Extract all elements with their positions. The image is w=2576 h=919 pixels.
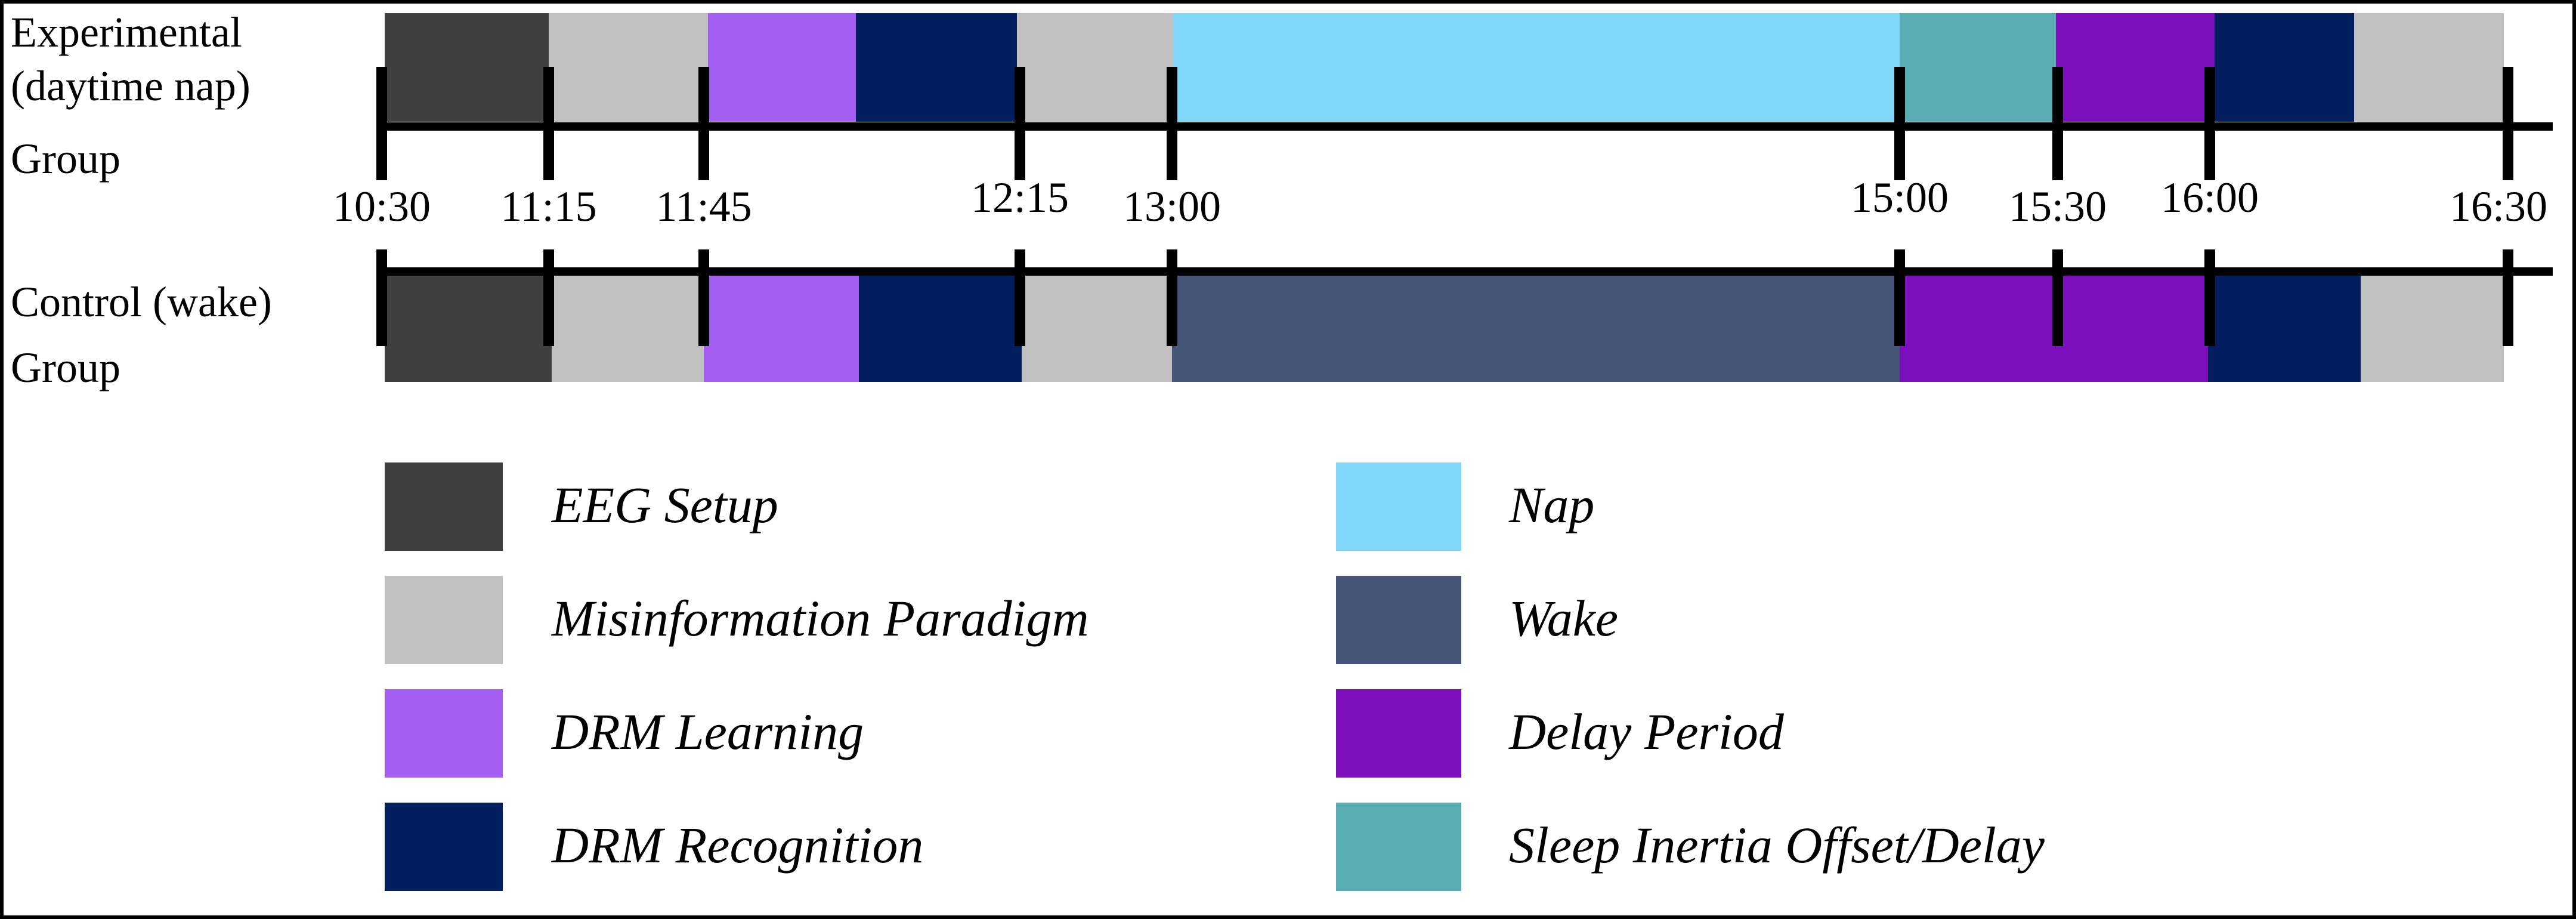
control-group-timeline [385, 276, 2504, 382]
experimental-group-label-line-1: Experimental [11, 8, 242, 56]
time-tick-label: 15:30 [2009, 183, 2107, 230]
time-tick-label: 16:00 [2161, 174, 2259, 221]
time-ticks [376, 67, 2513, 346]
time-tick-label: 16:30 [2450, 183, 2547, 230]
legend-label-recog: DRM Recognition [551, 816, 923, 874]
legend-label-misinfo: Misinformation Paradigm [551, 590, 1089, 647]
legend-swatch-delay [1336, 689, 1461, 778]
legend-label-delay: Delay Period [1508, 703, 1785, 760]
experimental-segment-eeg [385, 13, 549, 122]
legend-swatch-eeg [385, 462, 503, 551]
legend: EEG Setup Misinformation Paradigm DRM Lear… [385, 462, 2045, 891]
control-segment-recog [859, 276, 1022, 382]
legend-label-inertia: Sleep Inertia Offset/Delay [1509, 816, 2045, 874]
time-tick-label: 12:15 [971, 174, 1069, 221]
experimental-segment-delay [2056, 13, 2215, 122]
time-tick-label: 10:30 [333, 183, 431, 230]
time-tick-label: 11:45 [655, 183, 752, 230]
control-segment-misinfo [1022, 276, 1172, 382]
legend-label-wake: Wake [1509, 590, 1618, 647]
experimental-segment-recog [2215, 13, 2354, 122]
experimental-segment-learning [708, 13, 856, 122]
experimental-segment-nap [1173, 13, 1900, 122]
experimental-group-timeline [385, 13, 2504, 122]
experimental-segment-recog [856, 13, 1017, 122]
time-tick-labels: 10:30 11:15 11:45 12:15 13:00 15:00 15:30 16:00… [333, 174, 2547, 230]
control-segment-delay [1900, 276, 2056, 382]
control-segment-delay [2056, 276, 2208, 382]
legend-label-learning: DRM Learning [551, 703, 864, 760]
time-tick-label: 15:00 [1851, 174, 1949, 221]
legend-swatch-recog [385, 803, 503, 891]
legend-swatch-nap [1336, 462, 1461, 551]
legend-swatch-learning [385, 689, 503, 778]
experimental-segment-inertia [1900, 13, 2056, 122]
control-segment-misinfo [552, 276, 704, 382]
legend-swatch-wake [1336, 576, 1461, 664]
control-segment-wake [1172, 276, 1900, 382]
legend-label-nap: Nap [1508, 476, 1594, 533]
legend-swatch-inertia [1336, 803, 1461, 891]
experimental-segment-misinfo [549, 13, 708, 122]
time-tick-label: 13:00 [1123, 183, 1221, 230]
control-segment-recog [2208, 276, 2361, 382]
experimental-segment-misinfo [2354, 13, 2504, 122]
time-tick-label: 11:15 [500, 183, 596, 230]
control-segment-eeg [385, 276, 552, 382]
control-segment-misinfo [2361, 276, 2504, 382]
control-group-label-line-2: Group [11, 344, 120, 391]
experimental-group-label-line-2: (daytime nap) [11, 62, 251, 110]
legend-label-eeg: EEG Setup [551, 476, 778, 533]
legend-swatch-misinfo [385, 576, 503, 664]
experimental-segment-misinfo [1017, 13, 1173, 122]
control-segment-learning [704, 276, 859, 382]
experimental-group-label-line-3: Group [11, 135, 120, 183]
control-group-label-line-1: Control (wake) [11, 278, 272, 326]
